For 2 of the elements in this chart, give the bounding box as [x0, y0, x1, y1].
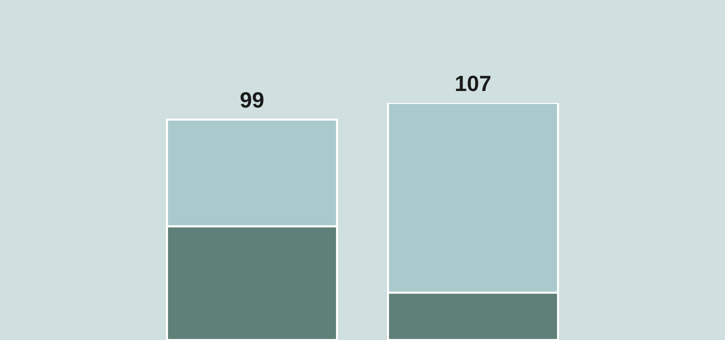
annotation: 99 [240, 88, 264, 113]
text: 107 [454, 71, 492, 96]
